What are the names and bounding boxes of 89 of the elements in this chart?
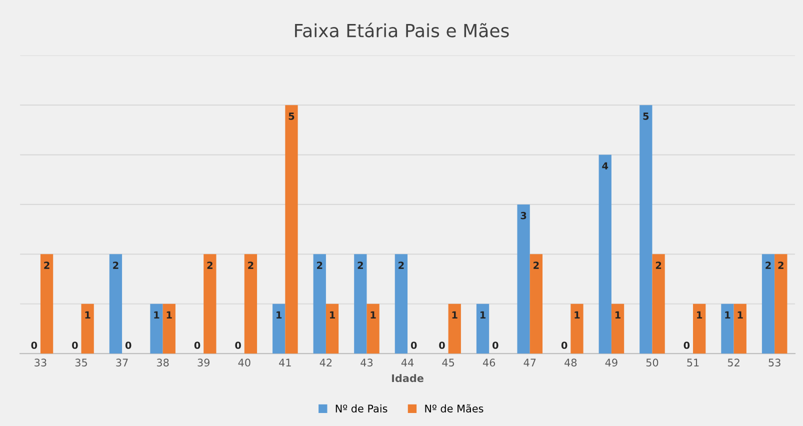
legend-label: Nº de Mães bbox=[425, 404, 484, 412]
data-label: 1 bbox=[452, 311, 458, 319]
data-label: 1 bbox=[370, 311, 376, 319]
x-tick-label: 50 bbox=[646, 358, 658, 367]
bar bbox=[313, 254, 326, 354]
data-label: 2 bbox=[207, 262, 212, 269]
data-label: 1 bbox=[276, 311, 282, 319]
bar bbox=[354, 254, 367, 354]
data-label: 0 bbox=[561, 342, 568, 349]
bar bbox=[652, 254, 665, 354]
x-axis-title: Idade bbox=[392, 374, 424, 382]
bar bbox=[109, 254, 122, 354]
x-tick-label: 40 bbox=[238, 358, 250, 367]
data-label: 1 bbox=[166, 311, 172, 319]
x-tick-label: 43 bbox=[360, 358, 373, 367]
data-label: 2 bbox=[534, 262, 539, 269]
bar bbox=[394, 254, 408, 354]
bar bbox=[366, 304, 380, 354]
x-tick-label: 44 bbox=[401, 358, 414, 366]
data-label: 1 bbox=[480, 311, 486, 319]
data-label: 2 bbox=[766, 262, 771, 269]
data-label: 2 bbox=[358, 262, 363, 269]
data-label: 1 bbox=[574, 311, 580, 319]
bar bbox=[244, 254, 258, 354]
data-label: 1 bbox=[738, 311, 743, 319]
x-tick-label: 47 bbox=[524, 358, 536, 366]
data-label: 0 bbox=[72, 342, 78, 349]
bar bbox=[774, 254, 788, 354]
data-label: 2 bbox=[398, 262, 404, 269]
chart-title: Faixa Etária Pais e Mães bbox=[295, 22, 509, 38]
bar bbox=[734, 304, 746, 354]
data-label: 0 bbox=[235, 342, 241, 349]
x-tick-label: 39 bbox=[198, 358, 210, 367]
x-tick-label: 49 bbox=[605, 358, 618, 367]
data-label: 0 bbox=[492, 342, 498, 349]
bar bbox=[81, 304, 94, 354]
bar bbox=[272, 304, 286, 354]
x-tick-label: 53 bbox=[768, 358, 780, 367]
data-label: 1 bbox=[154, 311, 160, 319]
bar bbox=[640, 105, 652, 354]
bar bbox=[611, 304, 624, 354]
bar bbox=[476, 304, 490, 354]
data-label: 5 bbox=[288, 112, 294, 120]
data-label: 2 bbox=[248, 262, 254, 269]
data-label: 0 bbox=[439, 342, 445, 349]
x-tick-label: 38 bbox=[156, 358, 169, 367]
bar bbox=[762, 254, 775, 354]
legend-label: Nº de Pais bbox=[336, 404, 388, 412]
data-label: 1 bbox=[697, 311, 702, 319]
data-label: 2 bbox=[317, 262, 322, 269]
bar bbox=[570, 304, 584, 354]
data-label: 2 bbox=[113, 262, 118, 269]
x-tick-label: 37 bbox=[116, 358, 128, 367]
bar bbox=[326, 304, 339, 354]
data-label: 2 bbox=[44, 262, 50, 269]
data-label: 0 bbox=[125, 342, 132, 349]
data-label: 0 bbox=[410, 342, 417, 349]
bar bbox=[517, 204, 530, 354]
data-label: 4 bbox=[602, 162, 608, 170]
bar bbox=[285, 105, 298, 354]
data-label: 1 bbox=[615, 311, 620, 319]
bar bbox=[150, 304, 163, 354]
bar bbox=[448, 304, 461, 354]
data-label: 2 bbox=[778, 262, 784, 269]
x-tick-label: 46 bbox=[482, 358, 496, 367]
bar bbox=[598, 154, 612, 354]
x-tick-label: 33 bbox=[34, 358, 46, 367]
data-label: 1 bbox=[85, 311, 90, 319]
data-label: 5 bbox=[643, 112, 649, 120]
x-tick-label: 41 bbox=[279, 358, 291, 366]
bar bbox=[162, 304, 176, 354]
bar bbox=[693, 304, 706, 354]
x-tick-label: 35 bbox=[75, 358, 87, 367]
bar bbox=[204, 254, 216, 354]
bar bbox=[40, 254, 54, 354]
data-label: 0 bbox=[31, 342, 38, 349]
x-tick-label: 52 bbox=[728, 358, 740, 367]
x-tick-label: 48 bbox=[564, 358, 577, 367]
data-label: 0 bbox=[684, 342, 690, 349]
data-label: 0 bbox=[194, 342, 200, 349]
x-tick-label: 42 bbox=[320, 358, 332, 366]
x-tick-label: 51 bbox=[687, 358, 699, 367]
x-tick-label: 45 bbox=[442, 358, 454, 367]
data-label: 2 bbox=[656, 262, 662, 269]
data-label: 1 bbox=[330, 311, 335, 319]
bar bbox=[721, 304, 734, 354]
data-label: 3 bbox=[520, 212, 526, 220]
data-label: 1 bbox=[725, 311, 730, 319]
bar bbox=[530, 254, 543, 354]
